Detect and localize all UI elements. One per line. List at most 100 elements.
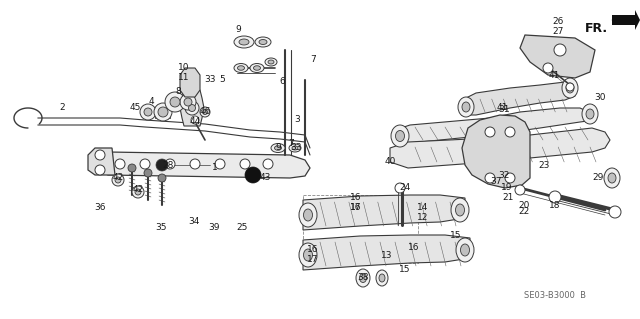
Ellipse shape (255, 37, 271, 47)
Text: 41: 41 (548, 70, 560, 79)
Ellipse shape (180, 94, 196, 110)
Text: 7: 7 (310, 56, 316, 64)
Ellipse shape (299, 203, 317, 227)
Ellipse shape (265, 58, 277, 66)
Ellipse shape (275, 146, 282, 150)
Ellipse shape (271, 144, 285, 152)
Circle shape (395, 183, 405, 193)
Text: 15: 15 (451, 231, 461, 240)
Circle shape (165, 159, 175, 169)
Text: 20: 20 (518, 201, 530, 210)
Text: 21: 21 (502, 194, 514, 203)
Ellipse shape (462, 102, 470, 112)
Ellipse shape (234, 63, 248, 72)
Circle shape (515, 185, 525, 195)
Text: 28: 28 (163, 160, 173, 169)
Text: 44: 44 (189, 117, 200, 127)
Ellipse shape (289, 144, 301, 152)
Circle shape (190, 159, 200, 169)
Ellipse shape (562, 78, 578, 98)
Circle shape (215, 159, 225, 169)
Ellipse shape (299, 243, 317, 267)
Text: 45: 45 (129, 103, 141, 113)
Circle shape (245, 167, 261, 183)
Ellipse shape (112, 174, 124, 186)
Circle shape (549, 191, 561, 203)
Text: 11: 11 (179, 73, 189, 83)
Text: 30: 30 (595, 93, 605, 102)
Ellipse shape (189, 105, 195, 112)
Ellipse shape (165, 92, 185, 112)
Text: 33: 33 (204, 76, 216, 85)
Circle shape (485, 127, 495, 137)
Text: 46: 46 (199, 108, 211, 116)
Ellipse shape (154, 103, 172, 121)
Ellipse shape (608, 173, 616, 183)
Ellipse shape (200, 107, 210, 117)
Ellipse shape (259, 40, 267, 44)
Text: 32: 32 (499, 170, 509, 180)
Ellipse shape (456, 238, 474, 262)
Text: 33: 33 (291, 144, 301, 152)
Text: 16: 16 (307, 246, 319, 255)
Circle shape (95, 150, 105, 160)
Circle shape (505, 127, 515, 137)
Circle shape (240, 159, 250, 169)
Text: 39: 39 (208, 224, 220, 233)
Text: 42: 42 (113, 174, 124, 182)
Text: 8: 8 (175, 87, 181, 97)
Ellipse shape (158, 107, 168, 117)
Circle shape (485, 173, 495, 183)
Text: 38: 38 (357, 273, 369, 283)
Text: 37: 37 (490, 177, 502, 187)
Text: 7: 7 (288, 139, 294, 149)
Text: 26: 26 (552, 18, 564, 26)
Text: 27: 27 (552, 27, 564, 36)
Polygon shape (462, 115, 530, 188)
Text: 17: 17 (350, 204, 362, 212)
Text: 40: 40 (384, 158, 396, 167)
Ellipse shape (604, 168, 620, 188)
Ellipse shape (396, 130, 404, 142)
Text: 19: 19 (501, 183, 513, 192)
Text: 9: 9 (235, 26, 241, 34)
Text: SE03-B3000  B: SE03-B3000 B (524, 291, 586, 300)
Ellipse shape (566, 83, 574, 93)
Circle shape (140, 159, 150, 169)
Polygon shape (520, 35, 595, 78)
Circle shape (554, 44, 566, 56)
Polygon shape (390, 128, 610, 168)
Circle shape (566, 83, 574, 91)
Ellipse shape (456, 204, 465, 216)
Text: 25: 25 (236, 224, 248, 233)
Polygon shape (303, 195, 465, 230)
Ellipse shape (184, 98, 192, 106)
Text: 17: 17 (307, 256, 319, 264)
Text: 35: 35 (156, 224, 167, 233)
Text: 13: 13 (381, 250, 393, 259)
Circle shape (263, 159, 273, 169)
Ellipse shape (376, 270, 388, 286)
Ellipse shape (461, 244, 470, 256)
Circle shape (609, 206, 621, 218)
Text: 24: 24 (399, 183, 411, 192)
Text: 1: 1 (212, 164, 218, 173)
Text: 42: 42 (132, 186, 143, 195)
Text: 3: 3 (294, 115, 300, 124)
Ellipse shape (144, 108, 152, 116)
Ellipse shape (202, 109, 207, 115)
Text: 10: 10 (179, 63, 189, 72)
Ellipse shape (379, 274, 385, 282)
Text: 34: 34 (188, 218, 200, 226)
Ellipse shape (250, 63, 264, 72)
Text: 5: 5 (219, 76, 225, 85)
Text: 31: 31 (499, 106, 509, 115)
Circle shape (115, 159, 125, 169)
Circle shape (191, 116, 199, 124)
Text: 41: 41 (496, 103, 508, 113)
Ellipse shape (185, 101, 199, 115)
Text: 16: 16 (408, 243, 420, 253)
Ellipse shape (132, 186, 144, 198)
Ellipse shape (237, 66, 244, 70)
Ellipse shape (234, 36, 254, 48)
